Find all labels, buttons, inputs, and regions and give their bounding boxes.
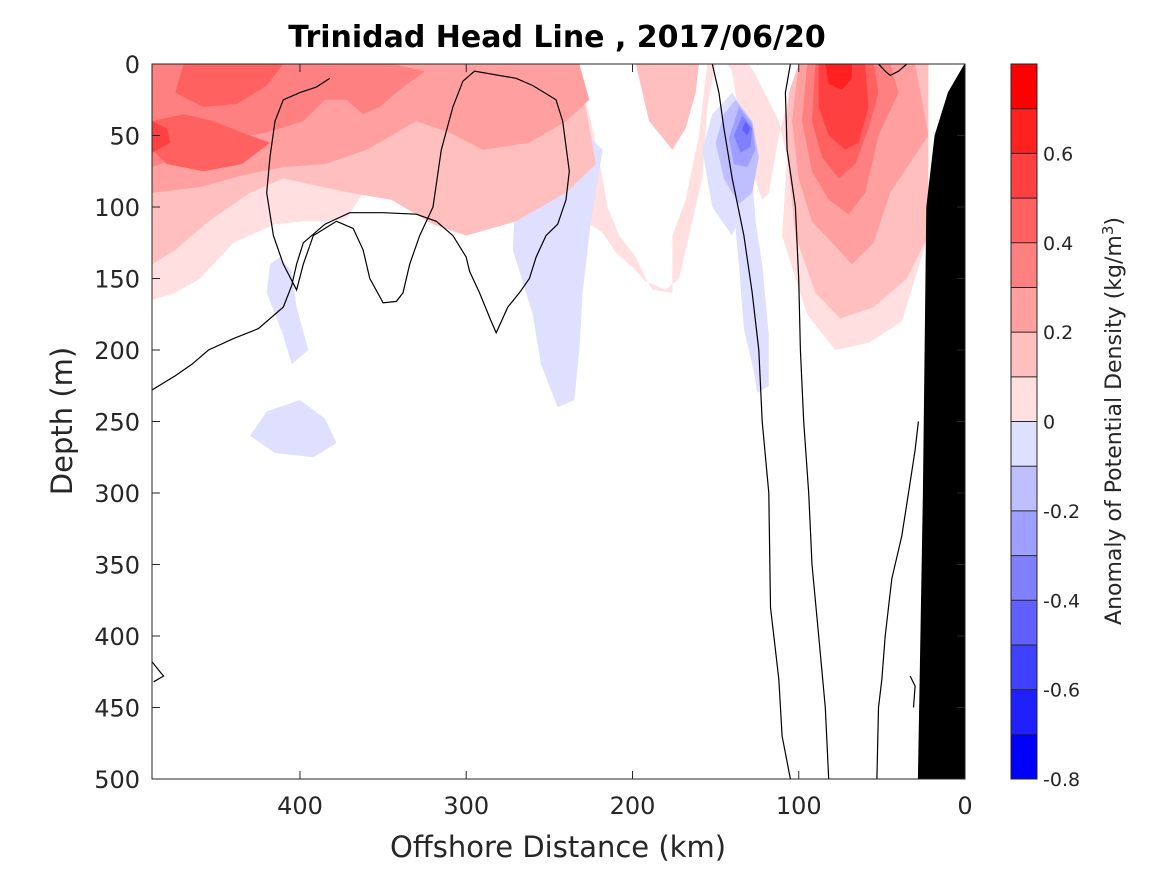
x-tick-label: 400 xyxy=(277,792,323,820)
anomaly-region-neg-0.5-0 xyxy=(742,121,751,136)
zero-contour-6 xyxy=(152,661,165,683)
x-tick-label: 0 xyxy=(957,792,972,820)
colorbar-tick-label: -0.2 xyxy=(1043,501,1080,523)
y-tick-label: 150 xyxy=(94,266,140,294)
colorbar-band xyxy=(1011,555,1037,601)
colorbar-label: Anomaly of Potential Density (kg/m3) xyxy=(1099,217,1127,625)
zero-contour-1 xyxy=(711,64,791,779)
colorbar-band xyxy=(1011,108,1037,154)
colorbar-label-text: Anomaly of Potential Density (kg/m xyxy=(1102,235,1127,625)
chart-title: Trinidad Head Line , 2017/06/20 xyxy=(288,20,825,55)
anomaly-region-pos-0.2-1 xyxy=(635,64,699,150)
y-tick-label: 350 xyxy=(94,552,140,580)
colorbar-band xyxy=(1011,332,1037,377)
colorbar-band xyxy=(1011,287,1037,333)
colorbar-band xyxy=(1011,198,1037,243)
colorbar-band xyxy=(1011,734,1037,779)
colorbar-tick-label: 0.4 xyxy=(1043,233,1073,255)
x-axis-label: Offshore Distance (km) xyxy=(390,830,726,864)
colorbar-band xyxy=(1011,376,1037,422)
anomaly-region-pos-0.6-1 xyxy=(818,64,869,150)
x-tick-label: 100 xyxy=(776,792,822,820)
colorbar-tick-label: 0 xyxy=(1043,412,1055,434)
bathymetry-fill xyxy=(917,64,965,779)
y-tick-label: 100 xyxy=(94,194,140,222)
x-tick-label: 300 xyxy=(443,792,489,820)
colorbar-band xyxy=(1011,153,1037,199)
zero-contour-4 xyxy=(876,421,919,779)
y-tick-labels: 0 50 100 150 200 250 300 350 400 450 500 xyxy=(94,51,140,794)
y-tick-label: 400 xyxy=(94,623,140,651)
colorbar-band xyxy=(1011,242,1037,288)
y-tick-label: 250 xyxy=(94,409,140,437)
y-tick-label: 450 xyxy=(94,695,140,723)
colorbar-band xyxy=(1011,600,1037,645)
colorbar-tick-label: -0.8 xyxy=(1043,769,1080,791)
colorbar xyxy=(1010,63,1038,780)
colorbar-tick-label: 0.6 xyxy=(1043,143,1073,165)
anomaly-fills xyxy=(152,64,929,458)
anomaly-region-neg-0.1-2 xyxy=(250,400,337,458)
colorbar-label-end: ) xyxy=(1102,217,1127,226)
x-tick-label: 200 xyxy=(610,792,656,820)
anomaly-region-pos-0.5-1 xyxy=(152,114,270,172)
y-tick-label: 200 xyxy=(94,337,140,365)
y-tick-label: 500 xyxy=(94,766,140,794)
colorbar-label-superscript: 3 xyxy=(1099,226,1117,236)
y-tick-label: 300 xyxy=(94,480,140,508)
anomaly-region-neg-0.1-1 xyxy=(266,257,309,365)
colorbar-tick-label: -0.4 xyxy=(1043,590,1080,612)
zero-contour-5 xyxy=(909,675,916,708)
y-tick-label: 50 xyxy=(109,123,140,151)
colorbar-frame xyxy=(1010,63,1038,780)
colorbar-tick-label: -0.6 xyxy=(1043,680,1080,702)
anomaly-region-pos-0.6-0 xyxy=(152,121,171,153)
y-tick-label: 0 xyxy=(125,51,140,79)
zero-contour-0 xyxy=(152,70,570,391)
axes xyxy=(151,63,966,780)
bathymetry-layer xyxy=(917,64,965,779)
anomaly-region-pos-0.7-0 xyxy=(825,64,852,90)
colorbar-band xyxy=(1011,421,1037,467)
zero-contour-lines xyxy=(152,64,919,779)
colorbar-band xyxy=(1011,466,1037,511)
colorbar-band xyxy=(1011,644,1037,690)
colorbar-tick-labels: -0.8 -0.6 -0.4 -0.2 0 0.2 0.4 0.6 xyxy=(1043,143,1080,791)
colorbar-tick-label: 0.2 xyxy=(1043,322,1073,344)
zero-contour-2 xyxy=(784,64,830,779)
colorbar-band xyxy=(1011,510,1037,556)
anomaly-region-pos-0.5-0 xyxy=(175,64,284,107)
x-tick-labels: 400 300 200 100 0 xyxy=(277,792,973,820)
colorbar-band xyxy=(1011,64,1037,109)
zero-contour-3 xyxy=(878,64,908,77)
colorbar-band xyxy=(1011,689,1037,735)
y-axis-label: Depth (m) xyxy=(45,347,79,495)
